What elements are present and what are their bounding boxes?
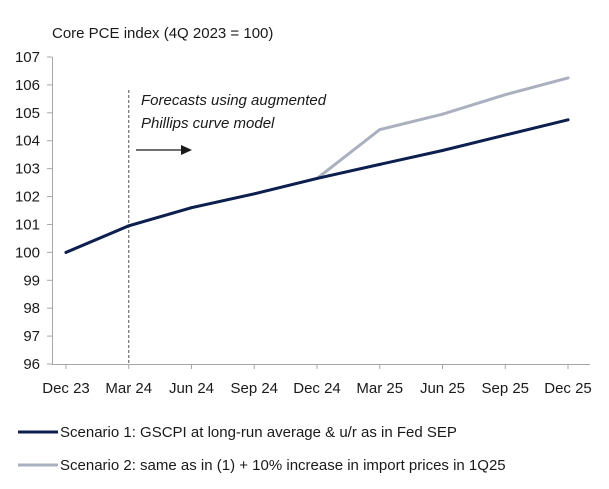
x-tick-label: Mar 24 [105, 380, 152, 397]
data-point [64, 250, 68, 254]
data-point [127, 224, 131, 228]
series-line-scenario-1 [64, 118, 570, 254]
x-tick-label: Jun 24 [169, 380, 214, 397]
y-tick-label: 102 [15, 189, 40, 206]
x-tick-label: Jun 25 [420, 380, 465, 397]
y-tick-label: 97 [23, 328, 40, 345]
data-point [566, 76, 570, 80]
y-tick-label: 104 [15, 133, 40, 150]
y-tick-label: 96 [23, 356, 40, 373]
data-point [503, 93, 507, 97]
legend-label-scenario-1: Scenario 1: GSCPI at long-run average & … [60, 424, 457, 441]
annotation-line-2: Phillips curve model [141, 115, 275, 132]
data-point [378, 163, 382, 166]
x-tick-label: Dec 25 [544, 380, 592, 397]
y-tick-label: 99 [23, 272, 40, 289]
y-tick-label: 107 [15, 49, 40, 66]
legend-label-scenario-2: Scenario 2: same as in (1) + 10% increas… [60, 457, 506, 474]
series-lines [64, 76, 570, 254]
forecast-annotation: Forecasts using augmented Phillips curve… [136, 92, 327, 155]
y-tick-label: 106 [15, 77, 40, 94]
y-tick-label: 98 [23, 300, 40, 317]
x-tick-label: Sep 24 [230, 380, 278, 397]
y-tick-label: 105 [15, 105, 40, 122]
x-tick-label: Sep 25 [481, 380, 529, 397]
y-tick-label: 103 [15, 161, 40, 178]
data-point [503, 133, 507, 137]
axes: 96 97 98 99 100 101 102 103 104 105 106 107 Dec 23 Ma… [15, 49, 592, 397]
x-tick-label: Mar 25 [356, 380, 403, 397]
data-point [566, 118, 570, 122]
data-point [190, 206, 193, 210]
data-point [378, 128, 382, 131]
x-tick-label: Dec 24 [293, 380, 341, 397]
data-point [252, 192, 256, 196]
chart-title: Core PCE index (4Q 2023 = 100) [52, 25, 273, 42]
legend: Scenario 1: GSCPI at long-run average & … [18, 424, 506, 474]
data-point [441, 112, 444, 116]
data-point [441, 149, 444, 152]
y-tick-label: 101 [15, 216, 40, 233]
forecast-arrow [136, 145, 192, 155]
x-tick-label: Dec 23 [42, 380, 90, 397]
y-tick-label: 100 [15, 244, 40, 261]
annotation-line-1: Forecasts using augmented [141, 92, 327, 109]
data-point [315, 177, 319, 180]
